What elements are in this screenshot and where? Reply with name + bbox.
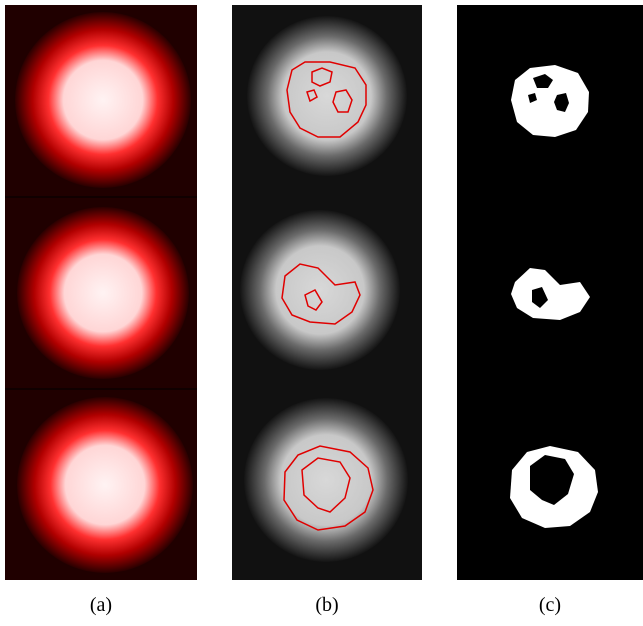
panel-label: (a) <box>90 594 112 616</box>
panel-label: (c) <box>539 594 561 616</box>
red-image <box>17 397 193 573</box>
gray-image <box>244 398 408 562</box>
mask-shape <box>511 65 589 137</box>
gray-image <box>247 16 407 176</box>
figure: (a) (b) (c) <box>0 0 643 626</box>
panel-label: (b) <box>315 594 338 616</box>
panel-c <box>457 5 643 580</box>
red-image <box>15 12 191 188</box>
panel-b <box>232 5 422 580</box>
panel-a <box>5 5 197 580</box>
red-image <box>17 207 189 379</box>
gray-image <box>240 210 400 370</box>
